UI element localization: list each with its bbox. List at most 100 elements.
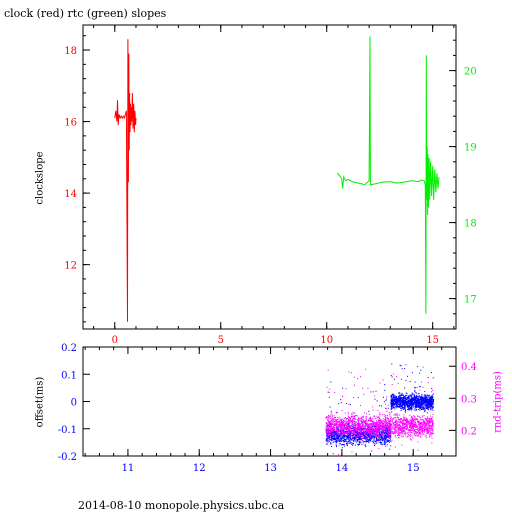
data-point	[419, 401, 421, 403]
data-point	[402, 424, 404, 426]
data-point	[387, 432, 389, 434]
data-point	[372, 426, 374, 428]
data-point	[367, 428, 369, 430]
data-point	[428, 408, 429, 410]
data-point	[327, 428, 329, 430]
data-point	[389, 421, 391, 423]
data-point	[371, 428, 372, 430]
data-point	[332, 423, 334, 425]
data-point	[331, 412, 333, 414]
data-point	[384, 437, 386, 439]
data-point	[338, 430, 340, 432]
data-point	[388, 412, 390, 414]
data-point	[337, 437, 339, 439]
data-point	[412, 423, 414, 425]
data-point	[420, 399, 422, 401]
data-point	[397, 401, 398, 403]
data-point	[428, 425, 430, 427]
data-point	[424, 427, 425, 429]
data-point	[384, 419, 386, 420]
data-point	[432, 413, 434, 415]
data-point	[383, 424, 385, 426]
data-point	[349, 432, 351, 434]
data-point	[433, 422, 435, 424]
data-point	[424, 399, 426, 401]
data-point	[330, 430, 332, 432]
data-point	[337, 420, 339, 422]
data-point	[422, 423, 424, 425]
data-point	[396, 420, 398, 422]
data-point	[412, 422, 414, 424]
data-point	[405, 427, 407, 429]
data-point	[412, 399, 414, 401]
data-point	[330, 443, 332, 445]
data-point	[425, 406, 427, 408]
data-point	[392, 403, 394, 405]
data-point	[386, 440, 388, 442]
data-point	[428, 419, 430, 421]
data-point	[414, 398, 416, 400]
data-point	[352, 425, 354, 427]
data-point	[399, 433, 401, 435]
data-point	[391, 403, 393, 405]
data-point	[406, 424, 408, 426]
data-point	[415, 401, 417, 403]
data-point	[409, 424, 410, 426]
data-point	[368, 419, 370, 421]
data-point	[328, 434, 330, 436]
data-point	[407, 435, 409, 437]
data-point	[336, 438, 338, 440]
y-tick-label: 12	[64, 261, 77, 272]
data-point	[408, 409, 410, 410]
data-point	[396, 404, 398, 406]
data-point	[416, 397, 418, 399]
data-point	[416, 432, 418, 434]
data-point	[371, 424, 373, 426]
data-point	[382, 429, 384, 431]
data-point	[413, 421, 414, 423]
data-point	[379, 437, 380, 439]
data-point	[420, 422, 422, 424]
data-point	[385, 423, 387, 425]
data-point	[432, 420, 434, 422]
data-point	[383, 439, 385, 441]
data-point	[422, 422, 424, 424]
data-point	[417, 449, 419, 451]
data-point	[390, 441, 392, 443]
data-point	[424, 409, 426, 411]
data-point	[375, 427, 377, 428]
data-point	[388, 421, 389, 422]
data-point	[395, 400, 397, 402]
data-point	[335, 427, 337, 429]
data-point	[383, 422, 385, 424]
data-point	[353, 439, 355, 440]
data-point	[408, 426, 410, 428]
data-point	[362, 442, 364, 444]
data-point	[430, 408, 432, 410]
data-point	[359, 441, 361, 443]
data-point	[385, 417, 387, 419]
data-point	[380, 419, 382, 421]
data-point	[368, 442, 370, 444]
data-point	[419, 417, 421, 419]
data-point	[415, 406, 417, 408]
data-point	[419, 432, 420, 434]
data-point	[415, 430, 416, 432]
data-point	[375, 441, 376, 442]
data-point	[402, 421, 404, 423]
data-point	[340, 431, 342, 433]
data-point	[354, 436, 356, 438]
data-point	[338, 425, 340, 427]
data-point	[419, 407, 421, 409]
data-point	[418, 420, 420, 422]
data-point	[367, 427, 369, 429]
data-point	[369, 431, 371, 433]
data-point	[341, 430, 343, 432]
data-point	[372, 436, 373, 438]
x-tick-label: 15	[426, 335, 439, 346]
data-point	[372, 409, 374, 411]
data-point	[411, 429, 413, 431]
data-point	[420, 424, 422, 426]
data-point	[429, 401, 431, 403]
data-point	[401, 392, 403, 394]
